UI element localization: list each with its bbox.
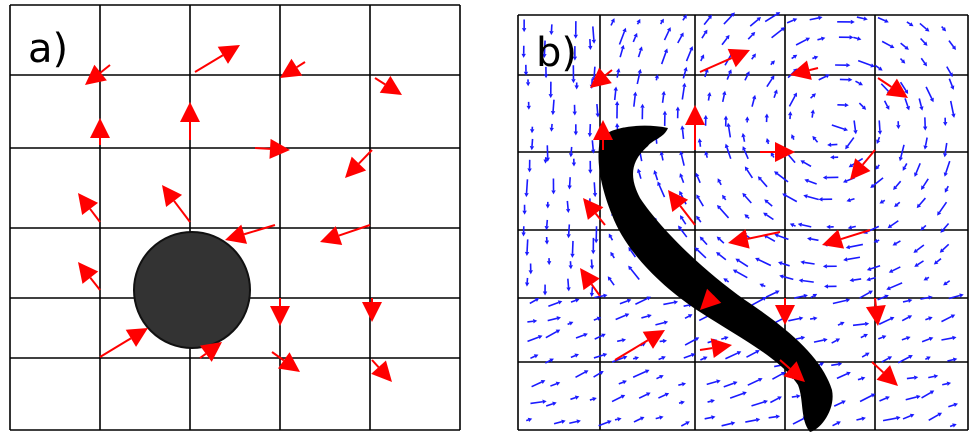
arrow-shaft (721, 338, 725, 339)
arrow-shaft (853, 37, 857, 38)
arrow-shaft (927, 277, 929, 278)
arrow-shaft (768, 142, 769, 144)
arrow-shaft (792, 396, 797, 397)
arrow-shaft (796, 338, 801, 339)
arrow-shaft (567, 201, 568, 209)
arrow-shaft (852, 226, 856, 227)
arrow-shaft (684, 305, 689, 306)
arrow-shaft (724, 198, 725, 200)
arrow-shaft (568, 279, 569, 288)
arrow-shaft (853, 279, 861, 280)
arrow-shaft (812, 58, 814, 59)
arrow-shaft (794, 225, 796, 226)
arrow-shaft (526, 420, 528, 421)
arrow-shaft (617, 340, 622, 341)
arrow-shaft (925, 358, 927, 359)
arrow-shaft (793, 138, 794, 140)
arrow-shaft (663, 95, 664, 103)
arrow-shaft (662, 155, 663, 160)
arrow-shaft (532, 139, 533, 146)
arrow-shaft (568, 323, 570, 324)
arrow-shaft (810, 318, 814, 319)
arrow-shaft (255, 148, 270, 149)
arrow-shaft (858, 379, 862, 380)
page: a) b) (() => { const data = JSON.parse(d… (0, 0, 974, 438)
arrow-shaft (700, 142, 701, 147)
arrow-shaft (527, 239, 528, 252)
arrow-shaft (708, 401, 711, 402)
arrow-shaft (571, 147, 572, 153)
arrow-shaft (706, 155, 707, 158)
arrow-shaft (615, 90, 616, 100)
arrow-shaft (656, 78, 657, 80)
arrow-shaft (763, 285, 765, 286)
panel-label: a) (28, 26, 68, 72)
arrow-shaft (527, 321, 533, 322)
arrow-shaft (942, 384, 947, 385)
figure: a) b) (0, 0, 974, 438)
arrow-shaft (569, 224, 570, 234)
arrow-shaft (682, 129, 683, 139)
arrow-shaft (907, 378, 914, 379)
arrow-shaft (708, 96, 709, 101)
arrow-shaft (592, 140, 593, 149)
arrow-shaft (594, 67, 595, 78)
arrow-shaft (661, 22, 662, 24)
background (0, 0, 974, 438)
panel-label: b) (536, 30, 577, 76)
arrow-shaft (633, 358, 635, 359)
arrow-shaft (875, 298, 876, 306)
arrow-shaft (638, 22, 639, 24)
arrow-shaft (617, 72, 618, 78)
arrow-shaft (553, 100, 554, 111)
arrow-shaft (527, 179, 528, 193)
arrow-shaft (593, 26, 594, 39)
arrow-shaft (590, 399, 593, 400)
arrow-shaft (592, 287, 593, 293)
arrow-shaft (678, 384, 682, 385)
arrow-shaft (950, 425, 953, 426)
cylinder (134, 232, 250, 348)
arrow-shaft (879, 120, 880, 130)
arrow-shaft (597, 104, 598, 113)
arrow-shaft (656, 418, 660, 419)
arrow-shaft (812, 113, 813, 117)
arrow-shaft (831, 364, 838, 365)
arrow-shaft (547, 220, 548, 226)
arrow-shaft (679, 403, 681, 404)
arrow-shaft (817, 39, 821, 40)
arrow-shaft (877, 240, 879, 241)
arrow-shaft (744, 137, 745, 142)
arrow-shaft (771, 63, 772, 64)
arrow-shaft (773, 156, 774, 158)
arrow-shaft (878, 137, 879, 140)
arrow-shaft (594, 182, 595, 193)
arrow-shaft (572, 241, 573, 254)
arrow-shaft (615, 419, 618, 420)
arrow-shaft (883, 200, 885, 201)
